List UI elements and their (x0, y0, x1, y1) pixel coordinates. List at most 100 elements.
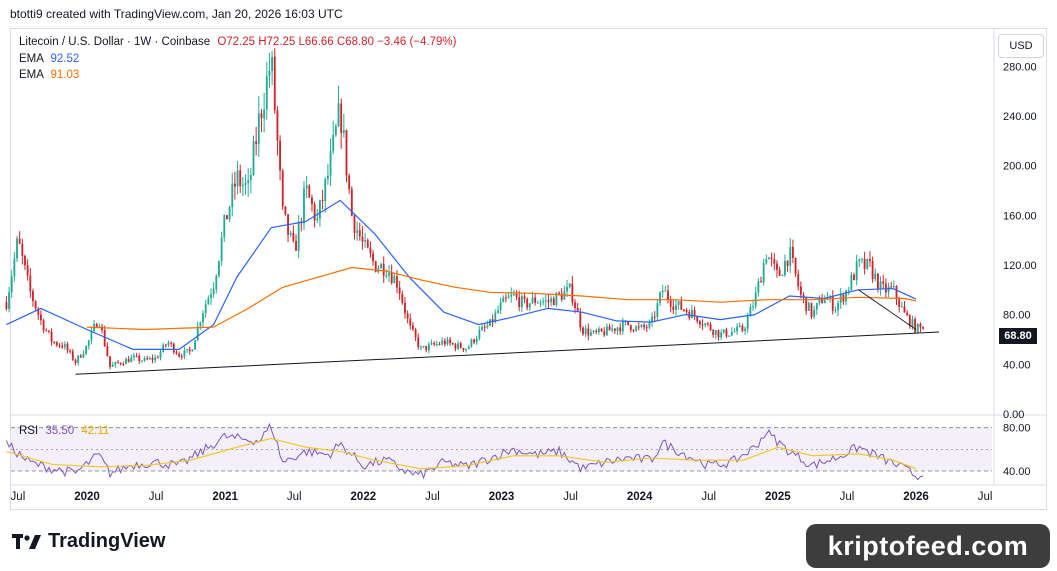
candle-body (170, 342, 173, 344)
candle (563, 285, 566, 300)
candle (167, 340, 170, 347)
symbol-title[interactable]: Litecoin / U.S. Dollar · 1W · Coinbase (19, 36, 211, 48)
candle-body (725, 329, 728, 337)
candle-body (430, 342, 433, 345)
candle (5, 296, 8, 311)
candle (637, 322, 640, 331)
legend-ema-slow[interactable]: EMA 91.03 (19, 69, 79, 81)
candle (140, 359, 143, 363)
candle-body (425, 345, 428, 351)
candle-body (661, 290, 664, 293)
candle (441, 337, 444, 346)
time-tick-label: Jul (978, 491, 993, 503)
candle (850, 271, 853, 291)
candle (454, 342, 457, 352)
candle-body (544, 300, 547, 302)
candle-body (605, 326, 608, 336)
candle-body (406, 313, 409, 319)
candle-body (228, 206, 231, 220)
candle-body (683, 309, 685, 311)
candle (922, 326, 925, 330)
candle-body (762, 263, 765, 283)
candle-body (329, 151, 332, 176)
time-tick-label: Jul (425, 491, 440, 503)
candle (257, 96, 260, 157)
candle (459, 341, 462, 349)
candle (861, 257, 863, 264)
candle (794, 257, 797, 277)
candle-body (255, 141, 258, 145)
candle-body (717, 330, 720, 338)
candle-body (571, 283, 574, 303)
candle (874, 268, 877, 282)
candle-body (640, 325, 643, 327)
candle (417, 333, 420, 350)
candle (773, 252, 776, 271)
candle (398, 281, 401, 300)
currency-button[interactable]: USD (998, 34, 1044, 58)
candle-body (908, 315, 911, 327)
price-tick-label: 240.00 (1003, 111, 1037, 123)
candle-body (890, 286, 893, 288)
candle-body (555, 292, 558, 306)
candle (672, 300, 675, 315)
tradingview-logo[interactable]: TradingView (12, 530, 165, 553)
candle-body (494, 312, 497, 323)
candle (427, 341, 430, 354)
legend-ema-fast[interactable]: EMA 92.52 (19, 53, 79, 65)
candle (675, 299, 677, 316)
candle-body (438, 343, 441, 345)
candle-body (911, 319, 914, 327)
candle (366, 238, 369, 249)
candle-body (510, 294, 513, 297)
candle-body (244, 183, 247, 185)
candle-body (324, 178, 327, 201)
time-tick-label: Jul (11, 491, 26, 503)
candle-body (218, 261, 220, 276)
candle-body (308, 185, 311, 198)
candle-body (754, 292, 757, 307)
candle (611, 324, 614, 333)
short-trendline (858, 289, 917, 330)
candle-body (813, 309, 816, 317)
candle-body (162, 344, 165, 352)
time-tick-label: 2023 (489, 491, 515, 503)
candle-body (77, 355, 80, 363)
candle (906, 310, 909, 317)
candle (239, 164, 242, 193)
price-tick-label: 120.00 (1003, 260, 1037, 272)
candle (353, 214, 356, 240)
candle (762, 258, 765, 286)
candle-body (372, 253, 375, 262)
candle-body (422, 345, 425, 347)
candle (114, 361, 117, 368)
candle (210, 288, 212, 305)
candle-body (342, 130, 345, 133)
candle (430, 339, 433, 346)
candle (265, 61, 268, 120)
candle (324, 177, 327, 213)
candle (82, 350, 85, 359)
rsi-label: RSI (19, 425, 39, 437)
candle (651, 312, 653, 327)
candle-body (45, 330, 48, 332)
candle (778, 266, 781, 276)
candle-body (866, 258, 869, 269)
candle-body (462, 348, 465, 351)
candle (799, 281, 802, 299)
candle (728, 335, 731, 338)
candle-body (252, 141, 255, 176)
candle (768, 256, 770, 260)
candle (358, 222, 361, 241)
candle (125, 357, 127, 365)
candle-body (720, 332, 723, 338)
candle-body (148, 357, 151, 360)
candle-body (29, 275, 32, 292)
candle (802, 292, 805, 304)
candle-body (114, 362, 117, 365)
legend-rsi[interactable]: RSI 35.50 42.11 (19, 425, 109, 437)
candle-body (645, 327, 648, 329)
candle-body (789, 247, 792, 266)
candle-body (714, 330, 717, 335)
